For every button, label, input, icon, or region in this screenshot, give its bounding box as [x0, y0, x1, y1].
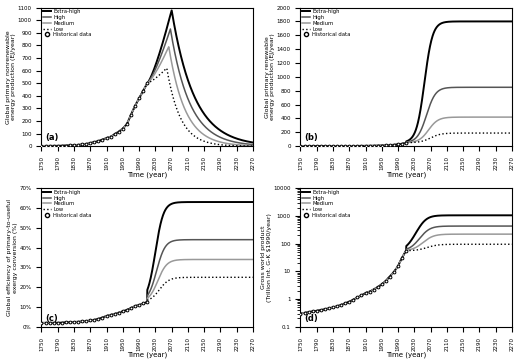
Text: (b): (b) — [305, 133, 318, 142]
Legend: Extra-high, High, Medium, Low, Historical data: Extra-high, High, Medium, Low, Historica… — [302, 189, 351, 218]
X-axis label: Time (year): Time (year) — [386, 352, 426, 359]
Legend: Extra-high, High, Medium, Low, Historical data: Extra-high, High, Medium, Low, Historica… — [43, 189, 92, 218]
Legend: Extra-high, High, Medium, Low, Historical data: Extra-high, High, Medium, Low, Historica… — [302, 9, 351, 38]
Legend: Extra-high, High, Medium, Low, Historical data: Extra-high, High, Medium, Low, Historica… — [43, 9, 92, 38]
Y-axis label: Gross world product
(Trillion Int. G-K $1990/year): Gross world product (Trillion Int. G-K $… — [261, 213, 272, 302]
Text: (d): (d) — [305, 314, 318, 323]
X-axis label: Time (year): Time (year) — [127, 352, 167, 359]
Y-axis label: Global efficiency of primary-to-useful
exergy conversion (%): Global efficiency of primary-to-useful e… — [7, 199, 18, 316]
Y-axis label: Global primary renewable
energy production (EJ/year): Global primary renewable energy producti… — [265, 33, 275, 120]
Y-axis label: Global primary nonrenewable
energy production (EJ/year): Global primary nonrenewable energy produ… — [6, 30, 16, 124]
Text: (c): (c) — [46, 314, 58, 323]
X-axis label: Time (year): Time (year) — [386, 171, 426, 178]
X-axis label: Time (year): Time (year) — [127, 171, 167, 178]
Text: (a): (a) — [46, 133, 59, 142]
